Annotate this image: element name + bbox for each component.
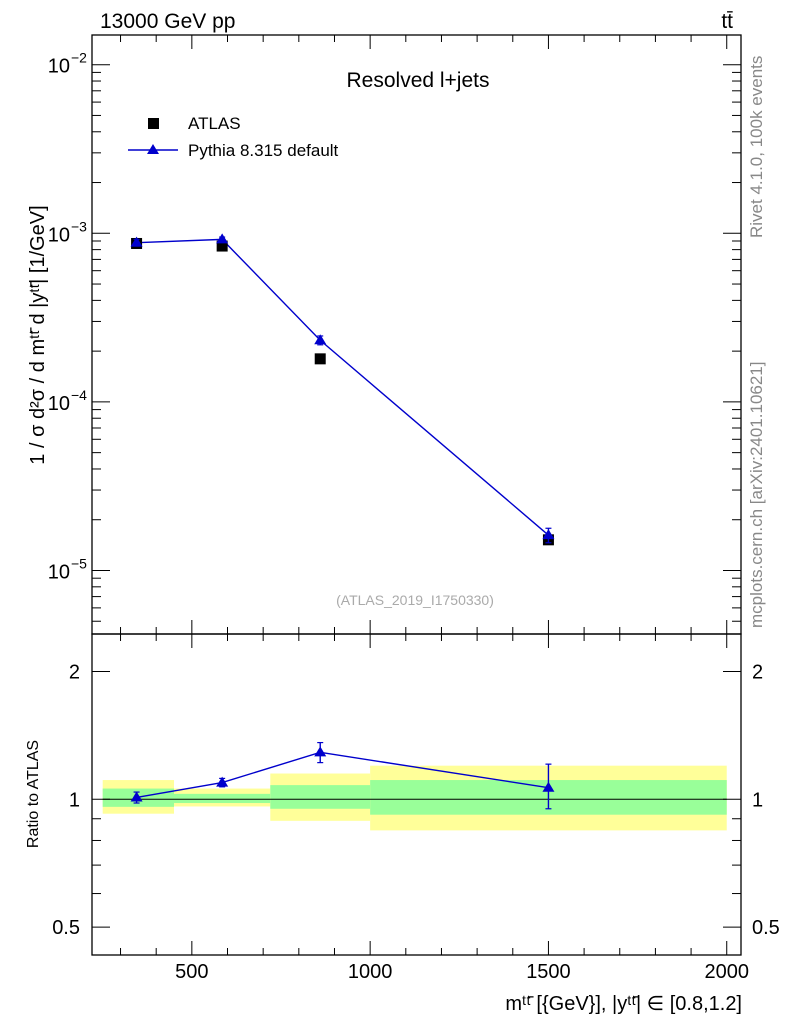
pythia-point [216, 233, 229, 244]
x-tick-label: 1500 [526, 961, 571, 983]
ratio-point [216, 776, 229, 787]
ratio-y-tick-label: 1 [69, 789, 80, 811]
ratio-axis-ticks [92, 634, 741, 955]
watermark: (ATLAS_2019_I1750330) [336, 592, 494, 608]
main-y-tick-exponent: −5 [71, 555, 87, 571]
rivet-label: Rivet 4.1.0, 100k events [747, 56, 766, 238]
ratio-y-tick-label: 0.5 [52, 917, 80, 939]
main-y-tick-label: 10 [48, 393, 70, 415]
main-y-axis-label: 1 / σ d²σ / d mᵗᵗ̄ d |yᵗᵗ̄| [1/GeV] [27, 205, 49, 464]
legend: ATLAS Pythia 8.315 default [128, 114, 339, 160]
ratio-y-tick-labels: 0.5 0.5 1 1 2 2 [52, 661, 780, 939]
x-tick-label: 2000 [704, 961, 749, 983]
atlas-point [314, 353, 326, 365]
ratio-y-tick-label-right: 1 [752, 789, 763, 811]
ratio-y-tick-label-right: 0.5 [752, 917, 780, 939]
main-y-tick-exponent: −3 [71, 218, 87, 234]
main-panel: 10−510−410−310−2 Resolved l+jets (ATLAS_… [27, 34, 742, 635]
main-y-tick-label: 10 [48, 224, 70, 246]
main-data-marks [130, 233, 555, 546]
legend-pythia-marker [147, 144, 159, 154]
source-label: mcplots.cern.ch [arXiv:2401.10621] [747, 362, 766, 628]
main-y-tick-label: 10 [48, 561, 70, 583]
ratio-y-tick-label-right: 2 [752, 661, 763, 683]
process-label: tt̄ [721, 10, 733, 33]
main-y-tick-exponent: −4 [71, 387, 87, 403]
energy-label: 13000 GeV pp [100, 10, 235, 33]
ratio-inner-band [174, 793, 271, 804]
x-tick-label: 500 [175, 961, 208, 983]
pythia-point [314, 334, 327, 345]
ratio-point [314, 746, 327, 757]
pythia-line [136, 238, 549, 536]
ratio-panel: 0.5 0.5 1 1 2 2 500 1000 1500 2000 Ratio to ATLA… [25, 633, 780, 1015]
main-y-tick-exponent: −2 [71, 50, 87, 66]
ratio-frame [91, 633, 742, 956]
ratio-line [136, 751, 549, 799]
ratio-point [542, 781, 555, 792]
pythia-point [130, 236, 143, 247]
ratio-y-axis-label: Ratio to ATLAS [25, 740, 42, 848]
main-title: Resolved l+jets [347, 69, 490, 92]
ratio-y-tick-label: 2 [69, 661, 80, 683]
ratio-uncertainty-bands [102, 765, 727, 831]
legend-atlas-marker [148, 118, 159, 129]
main-y-tick-label: 10 [48, 56, 70, 78]
legend-atlas-label: ATLAS [188, 114, 241, 133]
ratio-x-tick-labels: 500 1000 1500 2000 [175, 961, 749, 983]
main-y-tick-labels: 10−510−410−310−2 [48, 50, 87, 584]
legend-pythia-label: Pythia 8.315 default [188, 141, 339, 160]
ratio-data-marks [130, 741, 555, 810]
ratio-point [130, 791, 143, 802]
x-tick-label: 1000 [348, 961, 393, 983]
main-axis-ticks [92, 35, 741, 634]
ratio-inner-band [270, 785, 371, 809]
atlas-point [216, 240, 228, 252]
pythia-point [542, 529, 555, 540]
x-axis-label: mᵗᵗ̄ [{GeV}], |yᵗᵗ̄| ∈ [0.8,1.2] [505, 993, 742, 1015]
